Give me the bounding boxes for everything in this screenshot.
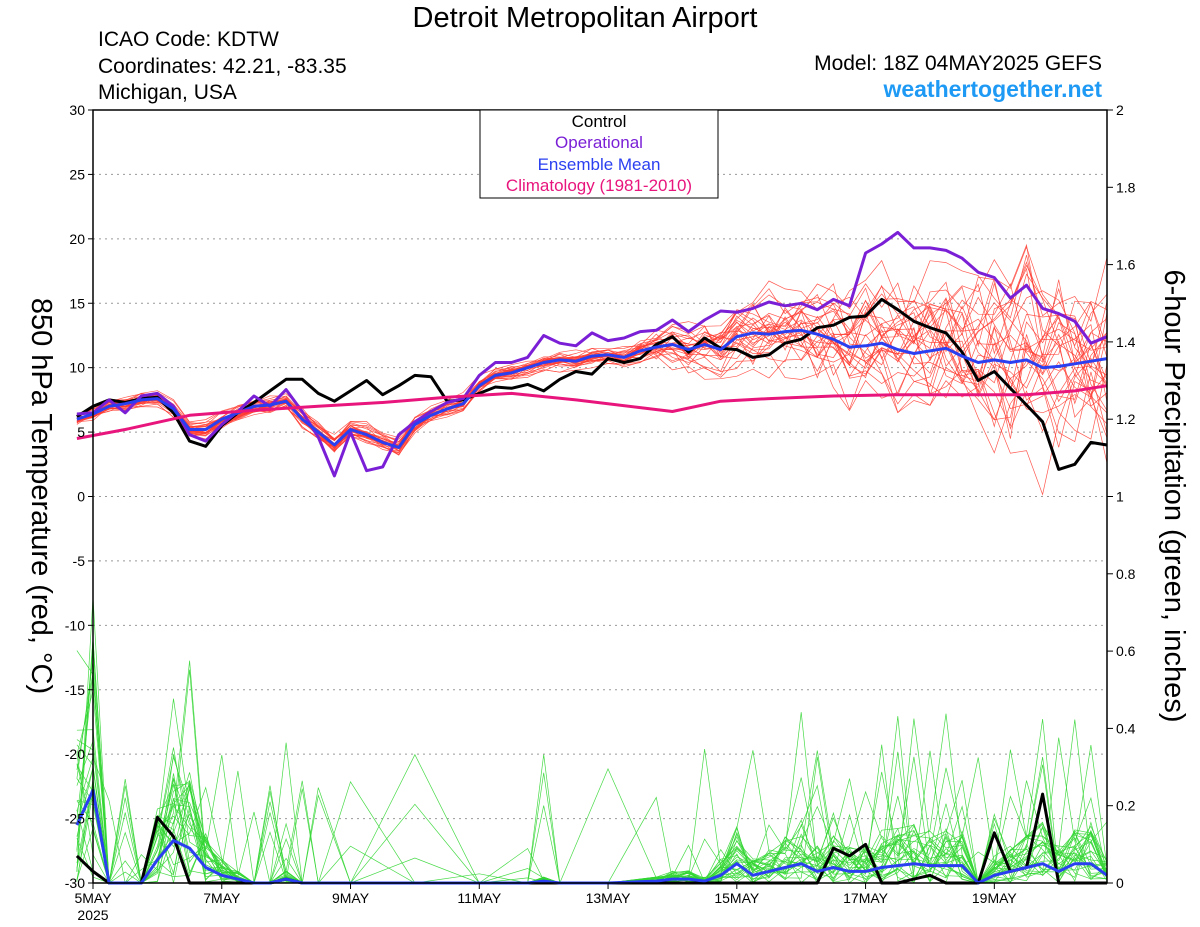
- legend-box: [479, 109, 719, 199]
- x-tick-label: 17MAY: [843, 890, 889, 906]
- right-axis-label: 6-hour Precipitation (green, inches): [1158, 270, 1190, 723]
- chart-title: Detroit Metropolitan Airport: [412, 2, 758, 34]
- y2-tick-label: 0.4: [1116, 720, 1136, 736]
- plot-frame: [92, 109, 1108, 884]
- y2-tick-label: 1.6: [1116, 257, 1136, 273]
- y-tick-label: 25: [69, 166, 85, 182]
- y-tick-label: 30: [69, 102, 85, 118]
- series-lines: [75, 230, 1108, 885]
- temp-ensemble-members: [76, 243, 1108, 496]
- precip-ensemble-mean-line: [75, 788, 1108, 885]
- precip-member-line: [76, 784, 1108, 884]
- y2-tick-label: 0.6: [1116, 643, 1136, 659]
- precip-member-line: [76, 596, 1108, 884]
- y2-tick-label: 0: [1116, 875, 1124, 891]
- x-tick-label: 5MAY: [74, 890, 112, 906]
- x-tick-label: 13MAY: [586, 890, 632, 906]
- x-tick-label: 9MAY: [332, 890, 370, 906]
- y-tick-label: -20: [65, 746, 85, 762]
- x-tick-label: 15MAY: [714, 890, 760, 906]
- location: Michigan, USA: [98, 81, 237, 104]
- x-tick-label: 7MAY: [203, 890, 241, 906]
- precip-ensemble-members: [76, 596, 1108, 885]
- temp-member-line: [76, 273, 1108, 450]
- temp-member-line: [76, 279, 1108, 452]
- y-tick-label: -25: [65, 811, 85, 827]
- precip-member-line: [76, 669, 1108, 884]
- temp-control-line: [76, 297, 1108, 471]
- legend-ensemble-mean: Ensemble Mean: [538, 155, 661, 174]
- y-tick-label: 20: [69, 231, 85, 247]
- y-tick-label: -10: [65, 617, 85, 633]
- legend-climatology: Climatology (1981-2010): [506, 176, 692, 195]
- website-link[interactable]: weathertogether.net: [883, 76, 1102, 102]
- y-tick-label: 0: [77, 489, 85, 505]
- y-tick-label: -5: [73, 553, 86, 569]
- right-axis: 2 1.8 1.6 1.4 1.2 1 0.8 0.6 0.4 0.2 0: [1107, 102, 1136, 891]
- left-axis: 30 25 20 15 10 5 0 -5 -10 -15 -20 -25 -30: [65, 102, 93, 891]
- y2-tick-label: 1.2: [1116, 411, 1136, 427]
- precip-member-line: [76, 782, 1108, 884]
- coordinates: Coordinates: 42.21, -83.35: [98, 55, 347, 78]
- precip-member-line: [76, 674, 1108, 884]
- y-tick-label: -30: [65, 875, 85, 891]
- temp-member-line: [76, 280, 1108, 454]
- legend-operational: Operational: [555, 133, 643, 152]
- temp-ensemble-mean-line: [76, 328, 1108, 449]
- temp-operational-line: [76, 230, 1108, 478]
- y2-tick-label: 1: [1116, 489, 1124, 505]
- left-axis-label: 850 hPa Temperature (red, °C): [25, 298, 57, 694]
- temp-climatology-1981-2010-line: [76, 384, 1108, 440]
- y-tick-label: 15: [69, 295, 85, 311]
- icao-code: ICAO Code: KDTW: [98, 28, 279, 51]
- legend: Control Operational Ensemble Mean Climat…: [479, 109, 719, 199]
- grid-lines: [93, 173, 1107, 820]
- x-tick-sublabel: 2025: [77, 907, 108, 923]
- temp-member-line: [76, 257, 1108, 452]
- y2-tick-label: 1.8: [1116, 179, 1136, 195]
- y2-tick-label: 1.4: [1116, 334, 1136, 350]
- x-tick-label: 19MAY: [972, 890, 1018, 906]
- y-tick-label: -15: [65, 682, 85, 698]
- temp-member-line: [76, 259, 1108, 496]
- model-run: Model: 18Z 04MAY2025 GEFS: [814, 52, 1102, 75]
- y2-tick-label: 0.2: [1116, 798, 1136, 814]
- temp-member-line: [76, 299, 1108, 449]
- precip-member-line: [76, 765, 1108, 884]
- y-tick-label: 5: [77, 424, 85, 440]
- y2-tick-label: 2: [1116, 102, 1124, 118]
- precip-member-line: [76, 729, 1108, 884]
- y-tick-label: 10: [69, 360, 85, 376]
- x-tick-label: 11MAY: [457, 890, 501, 906]
- legend-control: Control: [572, 112, 627, 131]
- y2-tick-label: 0.8: [1116, 566, 1136, 582]
